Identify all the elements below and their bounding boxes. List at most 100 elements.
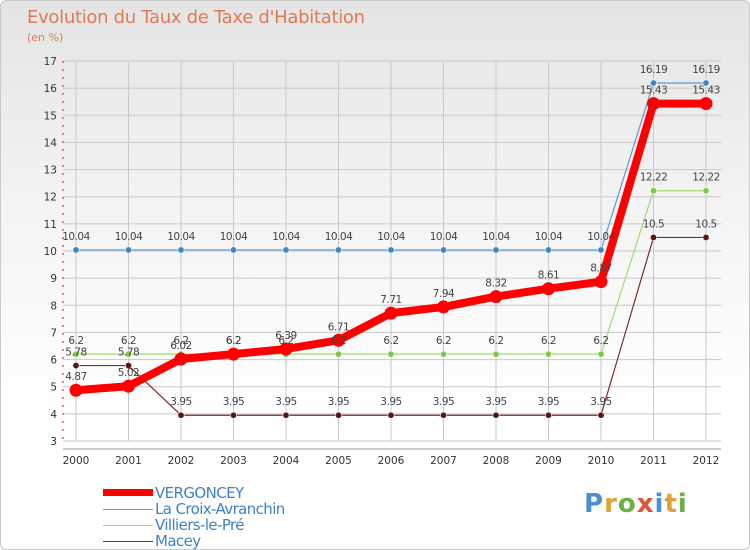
y-tick-label: 9 [50, 273, 57, 285]
data-point-la-croix-avranchin [544, 246, 552, 254]
legend-swatch-vergoncey [103, 489, 153, 496]
legend-swatch-villiers-le-pre [103, 525, 153, 526]
x-tick-label: 2010 [588, 455, 615, 467]
data-label-la-croix-avranchin: 10.04 [535, 231, 563, 243]
data-label-villiers-le-pr-: 6.2 [173, 335, 188, 347]
data-point-la-croix-avranchin [649, 79, 657, 87]
data-label-vergoncey: 6.71 [328, 321, 349, 333]
y-tick-label: 3 [50, 436, 57, 448]
data-label-la-croix-avranchin: 10.04 [482, 231, 510, 243]
data-label-vergoncey: 4.87 [65, 371, 86, 383]
x-tick-label: 2008 [483, 455, 510, 467]
data-label-vergoncey: 15.43 [640, 85, 668, 97]
x-tick-label: 2002 [168, 455, 195, 467]
data-label-vergoncey: 5.02 [118, 367, 139, 379]
data-point-villiers-le-pr- [649, 187, 657, 195]
data-label-la-croix-avranchin: 10.04 [167, 231, 195, 243]
legend-swatch-la-croix-avranchin [103, 509, 153, 510]
data-point-villiers-le-pr- [334, 350, 342, 358]
data-point-la-croix-avranchin [72, 246, 80, 254]
x-tick-label: 2009 [535, 455, 562, 467]
y-tick-label: 16 [44, 83, 58, 95]
axes: 3 4 5 6 7 8 9 10 11 12 13 14 15 16 17 2000 2001 2002 2003 2… [44, 56, 721, 467]
data-label-macey: 3.95 [485, 396, 506, 408]
data-point-villiers-le-pr- [702, 187, 710, 195]
data-point-la-croix-avranchin [492, 246, 500, 254]
y-tick-label: 14 [44, 137, 58, 149]
data-label-villiers-le-pr-: 6.2 [593, 335, 608, 347]
y-tick-label: 17 [44, 56, 57, 68]
y-tick-label: 4 [50, 409, 57, 421]
data-label-vergoncey: 15.43 [692, 85, 720, 97]
logo-letter: o [617, 489, 637, 519]
data-point-la-croix-avranchin [282, 246, 290, 254]
x-tick-label: 2012 [693, 455, 720, 467]
logo-letter: r [604, 489, 618, 519]
legend-label-villiers-le-pre: Villiers-le-Pré [155, 516, 244, 534]
x-tick-label: 2001 [115, 455, 142, 467]
data-label-macey: 5.78 [65, 347, 86, 359]
data-point-vergoncey [594, 275, 608, 289]
data-label-macey: 3.95 [538, 396, 559, 408]
legend-label-vergoncey: VERGONCEY [155, 484, 244, 502]
data-point-la-croix-avranchin [125, 246, 133, 254]
data-point-vergoncey [279, 342, 293, 356]
data-label-vergoncey: 8.61 [538, 270, 559, 282]
logo-letter: i [677, 489, 688, 519]
data-label-villiers-le-pr-: 12.22 [692, 172, 720, 184]
data-label-villiers-le-pr-: 6.2 [383, 335, 398, 347]
x-tick-label: 2006 [378, 455, 405, 467]
data-label-la-croix-avranchin: 10.04 [430, 231, 458, 243]
y-tick-label: 8 [50, 300, 57, 312]
legend-label-macey: Macey [155, 532, 201, 550]
data-point-vergoncey [332, 333, 345, 347]
data-label-macey: 3.95 [223, 396, 244, 408]
x-tick-label: 2003 [220, 455, 247, 467]
data-label-macey: 5.78 [118, 347, 139, 359]
data-labels: 5.78 5.78 3.95 3.95 3.95 3.95 3.95 3.95 3.95 3.95… [62, 64, 720, 408]
data-point-villiers-le-pr- [544, 350, 552, 358]
data-label-villiers-le-pr-: 6.2 [226, 335, 241, 347]
logo-letter: P [584, 489, 605, 519]
data-point-villiers-le-pr- [125, 350, 133, 358]
y-tick-label: 10 [44, 246, 57, 258]
chart-title: Evolution du Taux de Taxe d'Habitation [27, 7, 365, 28]
data-point-villiers-le-pr- [439, 350, 447, 358]
data-point-vergoncey [647, 97, 660, 111]
data-label-la-croix-avranchin: 16.19 [640, 64, 668, 76]
data-label-villiers-le-pr-: 6.2 [278, 335, 293, 347]
series-layer [69, 79, 713, 419]
y-tick-label: 6 [50, 355, 57, 367]
data-label-vergoncey: 8.32 [485, 278, 506, 290]
data-label-macey: 3.95 [328, 396, 349, 408]
data-point-macey [334, 411, 342, 419]
data-label-villiers-le-pr-: 6.2 [121, 335, 136, 347]
proxiti-logo: Proxiti [584, 489, 688, 519]
y-tick-label: 7 [50, 327, 57, 339]
data-point-villiers-le-pr- [492, 350, 500, 358]
data-point-villiers-le-pr- [597, 350, 605, 358]
data-label-villiers-le-pr-: 6.2 [488, 335, 503, 347]
data-label-la-croix-avranchin: 10.04 [115, 231, 143, 243]
data-point-macey [597, 411, 605, 419]
data-point-macey [387, 411, 395, 419]
data-label-villiers-le-pr-: 6.2 [541, 335, 556, 347]
data-point-villiers-le-pr- [72, 350, 80, 358]
logo-letter: t [664, 489, 678, 519]
y-tick-label: 13 [44, 165, 57, 177]
data-label-villiers-le-pr-: 6.2 [436, 335, 451, 347]
x-tick-label: 2005 [325, 455, 352, 467]
data-label-macey: 3.95 [590, 396, 611, 408]
data-label-la-croix-avranchin: 10.04 [220, 231, 248, 243]
data-point-macey [125, 362, 133, 370]
data-point-la-croix-avranchin [439, 246, 447, 254]
data-point-macey [72, 362, 80, 370]
data-label-macey: 10.5 [695, 218, 716, 230]
data-point-macey [544, 411, 552, 419]
data-label-vergoncey: 6.2 [226, 335, 241, 347]
data-point-macey [177, 411, 185, 419]
data-label-la-croix-avranchin: 10.04 [62, 231, 90, 243]
data-label-macey: 3.95 [380, 396, 401, 408]
